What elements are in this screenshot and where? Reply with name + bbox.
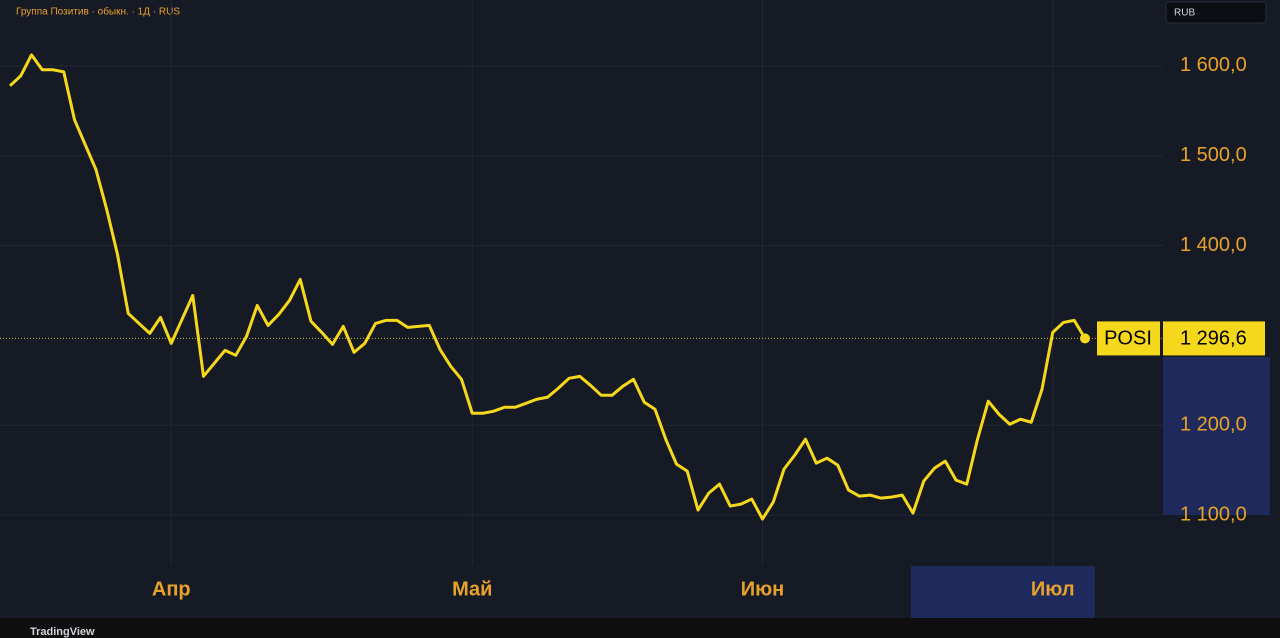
y-tick-label: 1 100,0 [1180,503,1247,525]
x-tick-label: Июн [741,578,785,600]
x-tick-label: Апр [152,578,191,600]
price-box [1163,321,1265,356]
symbol-box [1097,321,1160,356]
price-label: 1 296,6 [1180,328,1247,350]
y-tick-label: 1 400,0 [1180,234,1247,256]
date-range-highlight [911,566,1095,618]
x-tick-label: Июл [1031,578,1075,600]
chart-title: Группа Позитив · обыкн. · 1Д · RUS [16,6,180,18]
price-line [8,53,1087,521]
y-tick-label: 1 500,0 [1180,144,1247,166]
last-point [1080,333,1090,344]
price-range-highlight [1163,357,1270,515]
currency[interactable]: RUB [1174,8,1195,19]
footer-bar [0,618,1280,638]
x-tick-label: Май [452,578,492,600]
currency-box[interactable] [1165,1,1267,24]
y-tick-label: 1 600,0 [1180,54,1247,76]
brand: TradingView [30,626,95,638]
symbol-label: POSI [1104,328,1152,350]
y-tick-label: 1 200,0 [1180,413,1247,435]
